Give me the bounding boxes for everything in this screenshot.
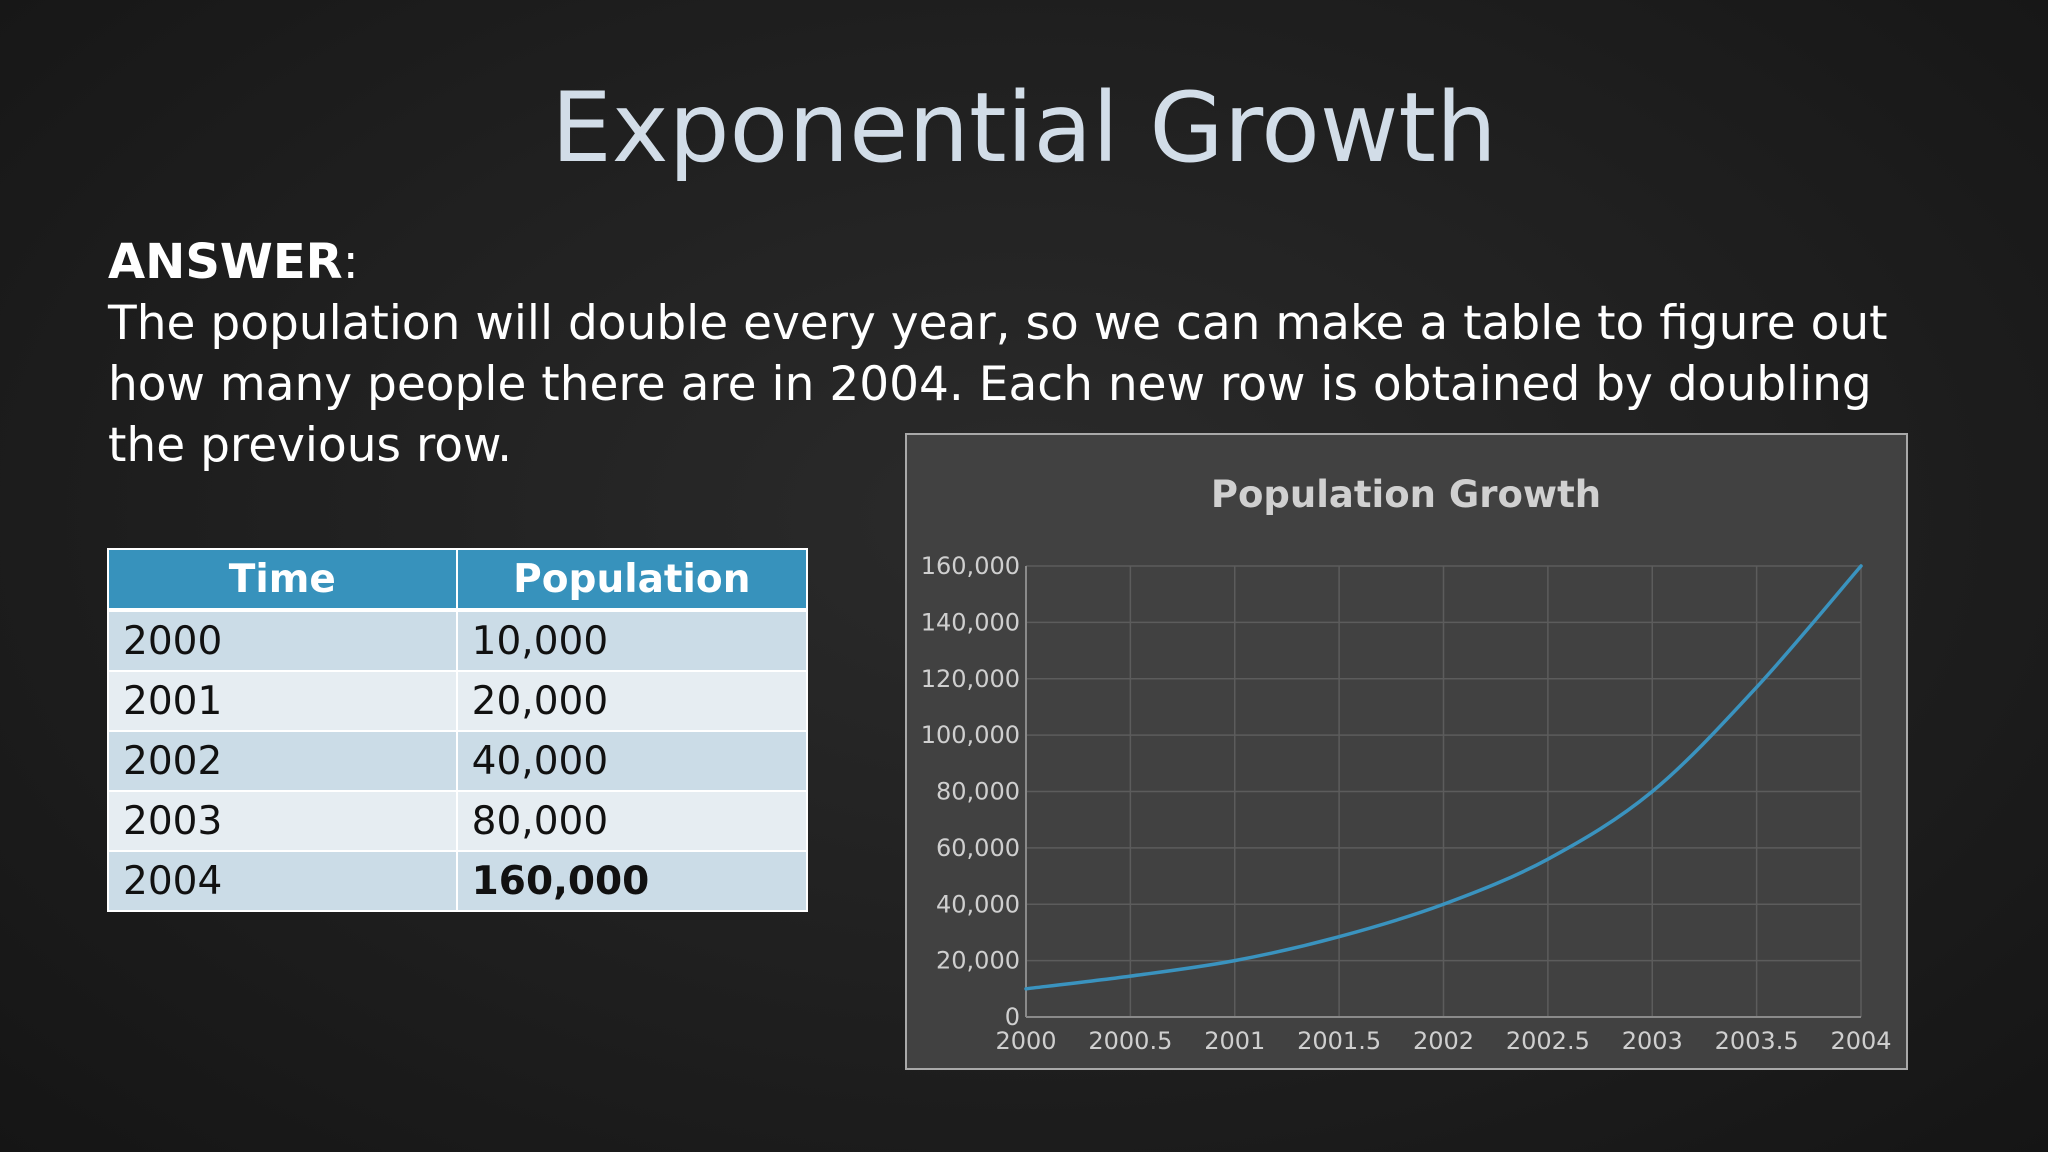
x-tick-label: 2001.5 <box>1297 1027 1381 1055</box>
x-tick-label: 2000 <box>995 1027 1056 1055</box>
table-cell-time: 2000 <box>107 609 458 672</box>
x-tick-label: 2002 <box>1413 1027 1474 1055</box>
y-tick-label: 120,000 <box>921 665 1020 693</box>
y-tick-label: 100,000 <box>921 721 1020 749</box>
x-tick-label: 2000.5 <box>1088 1027 1172 1055</box>
population-chart: Population Growth 0 20,000 40,000 60,000 80,… <box>905 433 1908 1070</box>
population-table: Time Population 2000 10,000 2001 20,000 … <box>107 548 809 912</box>
table-row: 2003 80,000 <box>107 790 809 852</box>
table-cell-time: 2002 <box>107 730 458 792</box>
x-tick-label: 2004 <box>1830 1027 1891 1055</box>
table-header-population: Population <box>455 548 809 612</box>
y-tick-label: 20,000 <box>936 947 1020 975</box>
y-tick-label: 140,000 <box>921 608 1020 636</box>
chart-title: Population Growth <box>1211 473 1601 516</box>
answer-text: The population will double every year, s… <box>108 296 1888 473</box>
y-tick-label: 40,000 <box>936 890 1020 918</box>
table-header-row: Time Population <box>107 548 809 612</box>
table-cell-population: 40,000 <box>455 730 809 792</box>
table-cell-time: 2001 <box>107 670 458 732</box>
table-cell-population: 10,000 <box>455 609 809 672</box>
x-tick-label: 2003 <box>1622 1027 1683 1055</box>
chart-series <box>1024 564 1863 991</box>
slide-title: Exponential Growth <box>551 72 1497 184</box>
x-tick-label: 2001 <box>1204 1027 1265 1055</box>
table-row: 2001 20,000 <box>107 670 809 732</box>
answer-colon: : <box>342 234 359 290</box>
y-tick-label: 0 <box>1005 1003 1020 1031</box>
table-row: 2002 40,000 <box>107 730 809 792</box>
chart-svg: Population Growth 0 20,000 40,000 60,000 80,… <box>921 473 1892 1055</box>
y-tick-label: 60,000 <box>936 834 1020 862</box>
table-row: 2004 160,000 <box>107 850 809 912</box>
answer-block: ANSWER: The population will double every… <box>108 232 1928 476</box>
table-cell-population: 80,000 <box>455 790 809 852</box>
y-tick-label: 160,000 <box>921 552 1020 580</box>
series-line-population <box>1024 564 1863 991</box>
table-cell-time: 2004 <box>107 850 458 912</box>
table-header-time: Time <box>107 548 458 612</box>
chart-tick-labels: 0 20,000 40,000 60,000 80,000 100,000 120,000 1… <box>921 552 1892 1055</box>
chart-axes <box>1025 566 1861 1018</box>
x-tick-label: 2002.5 <box>1506 1027 1590 1055</box>
x-tick-label: 2003.5 <box>1715 1027 1799 1055</box>
table-cell-population: 20,000 <box>455 670 809 732</box>
chart-grid <box>1025 565 1862 1018</box>
y-tick-label: 80,000 <box>936 778 1020 806</box>
answer-label: ANSWER <box>108 234 343 290</box>
table-cell-population: 160,000 <box>455 850 809 912</box>
table-row: 2000 10,000 <box>107 609 809 672</box>
table-cell-time: 2003 <box>107 790 458 852</box>
